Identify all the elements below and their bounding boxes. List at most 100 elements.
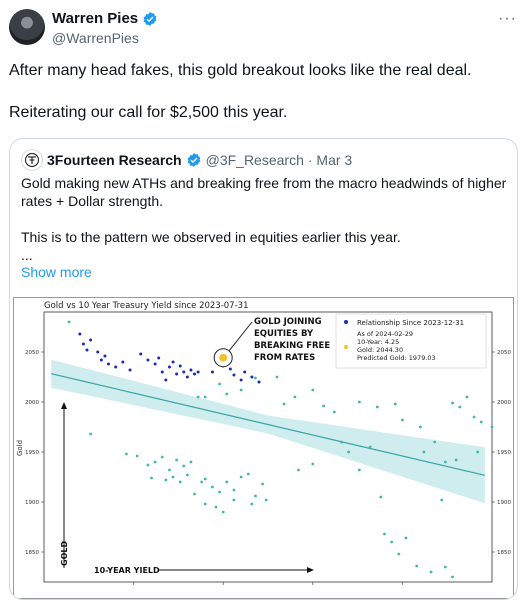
data-point-old (415, 564, 419, 568)
quoted-handle[interactable]: @3F_Research (205, 152, 304, 168)
data-point-old (67, 320, 71, 324)
data-point-old (454, 458, 458, 462)
y-axis-label: Gold (16, 440, 24, 456)
data-point-old (239, 388, 243, 392)
data-point-old (357, 468, 361, 472)
data-point-recent (78, 332, 82, 336)
data-point-old (383, 532, 386, 536)
data-point-old (203, 502, 207, 506)
tweet-text: After many head fakes, this gold breakou… (9, 60, 519, 144)
data-point-old (311, 388, 315, 392)
y-tick-label: 2000 (25, 400, 39, 406)
legend: Relationship Since 2023-12-31 As of 2024… (335, 313, 487, 369)
data-point-old (476, 450, 480, 454)
data-point-recent (228, 367, 232, 371)
highlight-point (219, 353, 228, 362)
data-point-recent (139, 352, 143, 356)
data-point-old (444, 565, 447, 569)
annotation-line-1: GOLD JOINING (254, 317, 322, 327)
data-point-recent (99, 358, 103, 362)
data-point-recent (164, 378, 168, 382)
legend-ten-year: 10-Year: 4.25 (357, 338, 399, 346)
data-point-old (264, 498, 268, 502)
scatter-chart: Gold vs 10 Year Treasury Yield since 202… (16, 301, 511, 585)
data-point-old (175, 458, 179, 462)
data-point-old (297, 468, 300, 472)
annotation-line-4: FROM RATES (254, 353, 315, 363)
tweet-line-1: After many head fakes, this gold breakou… (9, 62, 472, 79)
show-more-link[interactable]: Show more (21, 264, 92, 280)
data-point-old (429, 570, 433, 574)
data-point-old (168, 468, 171, 472)
data-point-recent (114, 365, 118, 369)
data-point-old (221, 510, 225, 514)
author-avatar[interactable] (9, 9, 45, 45)
data-point-recent (157, 356, 161, 360)
data-point-recent (250, 375, 254, 379)
data-point-old (250, 502, 254, 506)
quoted-author-name[interactable]: 3Fourteen Research (47, 152, 182, 168)
quoted-verified-icon (187, 153, 201, 167)
data-point-recent (153, 362, 157, 366)
data-point-recent (85, 348, 89, 352)
quoted-date[interactable]: · Mar 3 (307, 152, 353, 168)
y-tick-label-right: 2050 (497, 350, 511, 356)
annotation-line-2: EQUITIES BY (254, 329, 314, 339)
author-handle[interactable]: @WarrenPies (52, 30, 139, 46)
data-point-recent (196, 370, 200, 374)
data-point-recent (178, 364, 182, 368)
y-tick-label-right: 2000 (497, 400, 511, 406)
data-point-old (182, 464, 186, 468)
data-point-old (203, 477, 207, 481)
data-point-recent (146, 358, 150, 362)
data-point-recent (257, 380, 261, 384)
chart-image[interactable]: Gold vs 10 Year Treasury Yield since 202… (13, 297, 514, 599)
data-point-recent (185, 375, 189, 379)
data-point-old (211, 485, 214, 489)
data-point-old (246, 472, 250, 476)
y-tick-label: 1850 (25, 550, 39, 556)
data-point-old (311, 462, 315, 466)
author-name[interactable]: Warren Pies (52, 10, 139, 27)
data-point-old (490, 425, 494, 429)
data-point-recent (89, 338, 93, 342)
data-point-old (218, 382, 222, 386)
data-point-old (275, 375, 279, 379)
data-point-recent (160, 370, 164, 374)
data-point-recent (182, 370, 186, 374)
series-recent-points (78, 332, 261, 384)
quoted-tweet[interactable]: 3Fourteen Research @3F_Research · Mar 3 … (9, 138, 518, 600)
data-point-old (293, 395, 297, 399)
data-point-old (254, 494, 257, 498)
data-point-old (340, 440, 343, 444)
data-point-old (472, 415, 476, 419)
y-tick-label: 1900 (25, 500, 39, 506)
data-point-old (444, 460, 447, 464)
data-point-old (146, 463, 150, 467)
data-point-recent (193, 372, 197, 376)
data-point-recent (121, 360, 125, 364)
data-point-old (225, 392, 229, 396)
y-tick-label-right: 1850 (497, 550, 511, 556)
data-point-old (150, 476, 153, 480)
y-tick-label-right: 1950 (497, 450, 511, 456)
data-point-old (440, 498, 444, 502)
data-point-recent (128, 368, 132, 372)
annotation-line-3: BREAKING FREE (254, 341, 330, 351)
data-point-recent (81, 342, 85, 346)
data-point-old (153, 460, 157, 464)
data-point-old (322, 404, 325, 408)
more-options-icon[interactable]: ··· (498, 10, 517, 27)
y-tick-label-right: 1900 (497, 500, 511, 506)
quoted-avatar[interactable] (21, 149, 43, 171)
y-tick-label: 1950 (25, 450, 39, 456)
data-point-old (390, 540, 394, 544)
data-point-old (239, 475, 243, 479)
data-point-old (225, 480, 229, 484)
data-point-old (282, 402, 286, 406)
data-point-old (89, 432, 92, 436)
data-point-recent (243, 370, 247, 374)
data-point-old (404, 536, 408, 540)
data-point-old (160, 455, 164, 459)
quoted-text: Gold making new ATHs and breaking free f… (21, 174, 507, 264)
